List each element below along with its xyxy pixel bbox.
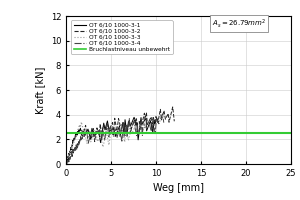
- OT 6/10 1000-3-3: [65, 160, 69, 163]
- Y-axis label: Kraft [kN]: Kraft [kN]: [35, 66, 45, 114]
- OT 6/10 1000-3-1: [125, 133, 129, 136]
- OT 6/10 1000-3-2: [84, 124, 87, 127]
- OT 6/10 1000-3-1: [151, 131, 154, 134]
- OT 6/10 1000-3-3: [69, 150, 72, 152]
- OT 6/10 1000-3-2: [172, 120, 176, 122]
- Bruchlastniveau unbewehrt: [73, 132, 77, 134]
- OT 6/10 1000-3-3: [71, 139, 75, 141]
- OT 6/10 1000-3-3: [64, 163, 68, 165]
- OT 6/10 1000-3-1: [64, 163, 68, 165]
- OT 6/10 1000-3-4: [64, 163, 68, 165]
- OT 6/10 1000-3-2: [74, 144, 78, 146]
- Line: OT 6/10 1000-3-3: OT 6/10 1000-3-3: [66, 122, 146, 164]
- Text: $A_s = 26.79mm^2$: $A_s = 26.79mm^2$: [212, 17, 266, 30]
- OT 6/10 1000-3-1: [77, 129, 81, 131]
- OT 6/10 1000-3-3: [110, 125, 113, 128]
- OT 6/10 1000-3-3: [67, 154, 70, 157]
- OT 6/10 1000-3-2: [85, 131, 88, 134]
- OT 6/10 1000-3-2: [64, 163, 68, 165]
- Line: OT 6/10 1000-3-2: OT 6/10 1000-3-2: [66, 107, 174, 164]
- Bruchlastniveau unbewehrt: [64, 132, 68, 134]
- OT 6/10 1000-3-4: [91, 136, 95, 139]
- OT 6/10 1000-3-4: [66, 161, 70, 164]
- OT 6/10 1000-3-4: [153, 132, 157, 135]
- OT 6/10 1000-3-1: [79, 129, 83, 132]
- Line: OT 6/10 1000-3-1: OT 6/10 1000-3-1: [66, 117, 158, 164]
- OT 6/10 1000-3-3: [83, 135, 87, 137]
- Line: OT 6/10 1000-3-4: OT 6/10 1000-3-4: [66, 114, 164, 164]
- OT 6/10 1000-3-1: [68, 152, 72, 154]
- Legend: OT 6/10 1000-3-1, OT 6/10 1000-3-2, OT 6/10 1000-3-3, OT 6/10 1000-3-4, Bruchlas: OT 6/10 1000-3-1, OT 6/10 1000-3-2, OT 6…: [71, 20, 172, 54]
- OT 6/10 1000-3-4: [76, 147, 80, 149]
- OT 6/10 1000-3-4: [161, 113, 164, 115]
- OT 6/10 1000-3-2: [171, 106, 175, 108]
- OT 6/10 1000-3-4: [107, 137, 111, 139]
- OT 6/10 1000-3-1: [67, 155, 71, 157]
- OT 6/10 1000-3-3: [145, 128, 148, 130]
- OT 6/10 1000-3-2: [76, 142, 79, 145]
- OT 6/10 1000-3-4: [162, 121, 166, 124]
- OT 6/10 1000-3-2: [111, 121, 114, 124]
- OT 6/10 1000-3-1: [132, 116, 136, 119]
- OT 6/10 1000-3-1: [157, 121, 160, 123]
- X-axis label: Weg [mm]: Weg [mm]: [153, 183, 204, 193]
- OT 6/10 1000-3-4: [128, 117, 131, 120]
- OT 6/10 1000-3-2: [134, 118, 138, 120]
- OT 6/10 1000-3-3: [80, 121, 83, 123]
